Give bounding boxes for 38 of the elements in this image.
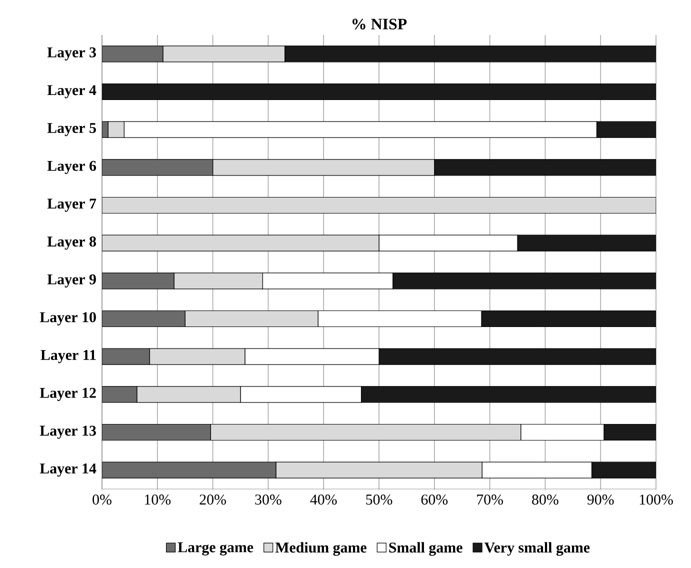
y-tick-label: Layer 7 (47, 198, 96, 212)
y-tick-label: Layer 6 (47, 160, 96, 174)
y-tick-label: Layer 5 (47, 123, 96, 136)
x-tick-label: 40% (310, 494, 337, 505)
bar (102, 462, 276, 478)
legend-label: Medium game (275, 542, 366, 556)
x-tick-label: 50% (366, 494, 392, 505)
chart-title: % NISP (352, 18, 407, 30)
x-tick-label: 60% (421, 494, 448, 505)
y-tick-label: Layer 4 (47, 85, 96, 98)
y-tick-label: Layer 9 (47, 274, 96, 288)
y-tick-label: Layer 14 (40, 464, 96, 477)
bar (102, 196, 656, 214)
bar (102, 348, 150, 365)
x-tick-label: 20% (200, 494, 226, 505)
bar (102, 159, 214, 176)
y-tick-label: Layer 12 (40, 388, 96, 401)
bar (102, 272, 174, 290)
x-tick-label: 100% (640, 494, 673, 505)
y-tick-label: Layer 3 (47, 47, 96, 60)
legend-label: Large game (178, 542, 254, 556)
y-tick-label: Layer 10 (40, 312, 96, 326)
x-tick-label: 90% (587, 494, 614, 505)
x-tick-label: 80% (532, 494, 558, 505)
bar (102, 310, 186, 328)
legend-label: Small game (389, 542, 462, 556)
y-tick-label: Layer 8 (47, 236, 96, 250)
x-tick-label: 0% (92, 494, 112, 505)
y-tick-label: Layer 13 (40, 426, 96, 439)
bar (102, 424, 211, 441)
x-tick-label: 70% (477, 494, 503, 505)
legend-label: Very small game (484, 542, 590, 556)
x-tick-label: 30% (255, 494, 282, 505)
bar (102, 83, 656, 100)
y-tick-label: Layer 11 (40, 350, 96, 364)
bar (102, 386, 138, 403)
bar (102, 46, 164, 62)
x-tick-label: 10% (145, 494, 171, 505)
